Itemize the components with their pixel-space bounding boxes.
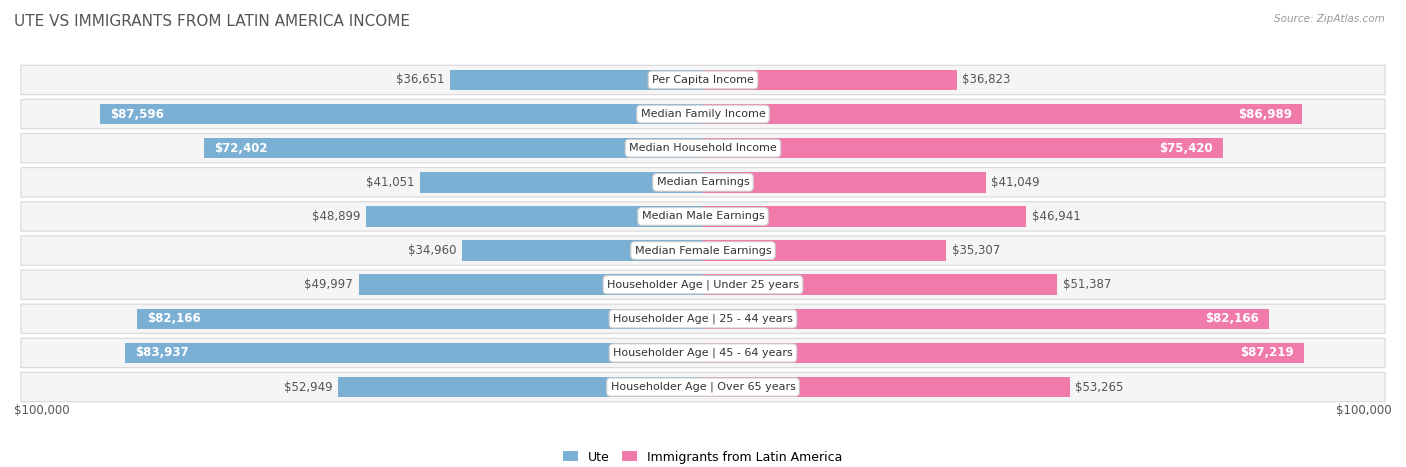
FancyBboxPatch shape <box>21 236 1385 265</box>
Text: Median Earnings: Median Earnings <box>657 177 749 187</box>
Text: $82,166: $82,166 <box>148 312 201 325</box>
Text: UTE VS IMMIGRANTS FROM LATIN AMERICA INCOME: UTE VS IMMIGRANTS FROM LATIN AMERICA INC… <box>14 14 411 29</box>
FancyBboxPatch shape <box>21 270 1385 299</box>
Text: Median Household Income: Median Household Income <box>628 143 778 153</box>
Text: $41,051: $41,051 <box>366 176 415 189</box>
Text: $41,049: $41,049 <box>991 176 1040 189</box>
Text: Per Capita Income: Per Capita Income <box>652 75 754 85</box>
FancyBboxPatch shape <box>21 338 1385 368</box>
FancyBboxPatch shape <box>21 372 1385 402</box>
Bar <box>366 206 703 226</box>
Text: $83,937: $83,937 <box>135 347 188 360</box>
Bar <box>136 309 703 329</box>
Text: $53,265: $53,265 <box>1076 381 1123 394</box>
Text: $34,960: $34,960 <box>408 244 457 257</box>
Bar <box>703 138 1223 158</box>
Text: Median Family Income: Median Family Income <box>641 109 765 119</box>
Bar <box>125 343 703 363</box>
Text: $87,219: $87,219 <box>1240 347 1294 360</box>
Text: $75,420: $75,420 <box>1159 142 1212 155</box>
Text: $49,997: $49,997 <box>304 278 353 291</box>
Text: Median Female Earnings: Median Female Earnings <box>634 246 772 255</box>
FancyBboxPatch shape <box>21 168 1385 197</box>
Bar <box>703 275 1057 295</box>
Text: Householder Age | 45 - 64 years: Householder Age | 45 - 64 years <box>613 348 793 358</box>
Bar <box>450 70 703 90</box>
Text: $36,651: $36,651 <box>396 73 444 86</box>
Text: Householder Age | Under 25 years: Householder Age | Under 25 years <box>607 279 799 290</box>
Bar <box>703 377 1070 397</box>
FancyBboxPatch shape <box>21 134 1385 163</box>
Bar <box>703 172 986 192</box>
FancyBboxPatch shape <box>21 99 1385 129</box>
Bar <box>703 343 1303 363</box>
Text: $72,402: $72,402 <box>215 142 269 155</box>
Text: $52,949: $52,949 <box>284 381 333 394</box>
Text: Householder Age | 25 - 44 years: Householder Age | 25 - 44 years <box>613 313 793 324</box>
Text: $100,000: $100,000 <box>1336 404 1392 417</box>
Bar <box>703 206 1026 226</box>
Text: Householder Age | Over 65 years: Householder Age | Over 65 years <box>610 382 796 392</box>
Text: $100,000: $100,000 <box>14 404 70 417</box>
Bar <box>100 104 703 124</box>
Bar <box>359 275 703 295</box>
Legend: Ute, Immigrants from Latin America: Ute, Immigrants from Latin America <box>558 446 848 467</box>
Text: $46,941: $46,941 <box>1032 210 1081 223</box>
Text: $36,823: $36,823 <box>962 73 1011 86</box>
FancyBboxPatch shape <box>21 65 1385 95</box>
FancyBboxPatch shape <box>21 202 1385 231</box>
Bar <box>703 104 1302 124</box>
Text: Median Male Earnings: Median Male Earnings <box>641 212 765 221</box>
Text: $82,166: $82,166 <box>1205 312 1258 325</box>
Bar <box>339 377 703 397</box>
Bar <box>703 241 946 261</box>
Bar <box>463 241 703 261</box>
Bar <box>204 138 703 158</box>
Text: $86,989: $86,989 <box>1237 107 1292 120</box>
Bar <box>703 70 956 90</box>
FancyBboxPatch shape <box>21 304 1385 333</box>
Text: $35,307: $35,307 <box>952 244 1000 257</box>
Bar <box>420 172 703 192</box>
Text: $51,387: $51,387 <box>1063 278 1111 291</box>
Text: $87,596: $87,596 <box>110 107 163 120</box>
Text: $48,899: $48,899 <box>312 210 360 223</box>
Bar <box>703 309 1270 329</box>
Text: Source: ZipAtlas.com: Source: ZipAtlas.com <box>1274 14 1385 24</box>
